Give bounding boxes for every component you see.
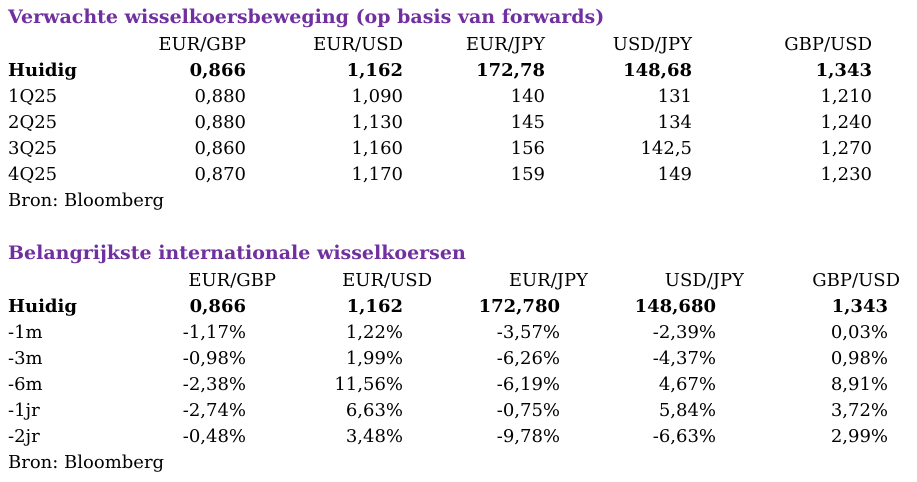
table-cell: 0,880: [194, 86, 246, 107]
header-cell-gbp-usd: GBP/USD: [784, 34, 872, 55]
table-cell: 1,343: [831, 296, 888, 317]
forwards-header-row: EUR/GBP EUR/USD EUR/JPY USD/JPY GBP/USD: [0, 32, 900, 58]
header-cell-usd-jpy: USD/JPY: [664, 270, 744, 291]
table-cell: 145: [510, 112, 545, 133]
table-cell: 3,48%: [345, 426, 403, 447]
row-label: 1Q25: [8, 86, 58, 107]
header-cell-eur-usd: EUR/USD: [342, 270, 432, 291]
header-cell-eur-jpy: EUR/JPY: [508, 270, 588, 291]
table-cell: 0,866: [189, 296, 246, 317]
rates-table: EUR/GBP EUR/USD EUR/JPY USD/JPY GBP/USD …: [0, 268, 900, 450]
table-cell: 149: [657, 164, 692, 185]
table-cell: -0,75%: [496, 400, 560, 421]
table-cell: -2,38%: [182, 374, 246, 395]
table-cell: 0,03%: [830, 322, 888, 343]
table-row: -2jr -0,48% 3,48% -9,78% -6,63% 2,99%: [0, 424, 900, 450]
table-row: -6m -2,38% 11,56% -6,19% 4,67% 8,91%: [0, 372, 900, 398]
table-cell: 1,210: [820, 86, 872, 107]
table-cell: -0,48%: [182, 426, 246, 447]
row-label: 3Q25: [8, 138, 58, 159]
row-label: Huidig: [8, 296, 77, 317]
table-cell: -9,78%: [496, 426, 560, 447]
forwards-source: Bron: Bloomberg: [8, 190, 165, 211]
table-cell: 0,98%: [830, 348, 888, 369]
table-cell: 159: [510, 164, 545, 185]
table-row: Huidig 0,866 1,162 172,780 148,680 1,343: [0, 294, 900, 320]
table-cell: 0,870: [194, 164, 246, 185]
table-cell: 140: [510, 86, 545, 107]
table-cell: -6,26%: [496, 348, 560, 369]
table-cell: 172,780: [478, 296, 560, 317]
header-cell: [0, 268, 120, 294]
header-cell-eur-jpy: EUR/JPY: [465, 34, 545, 55]
table-row: -3m -0,98% 1,99% -6,26% -4,37% 0,98%: [0, 346, 900, 372]
forwards-title: Verwachte wisselkoersbeweging (op basis …: [8, 6, 605, 28]
table-cell: 0,880: [194, 112, 246, 133]
header-cell-eur-gbp: EUR/GBP: [188, 270, 276, 291]
table-cell: 1,160: [351, 138, 403, 159]
table-cell: -4,37%: [652, 348, 716, 369]
row-label: -3m: [8, 348, 43, 369]
table-cell: 8,91%: [830, 374, 888, 395]
table-cell: -6,63%: [652, 426, 716, 447]
table-cell: 1,240: [820, 112, 872, 133]
table-row: 1Q25 0,880 1,090 140 131 1,210: [0, 84, 900, 110]
row-label: -1m: [8, 322, 43, 343]
table-cell: 3,72%: [830, 400, 888, 421]
table-row: 4Q25 0,870 1,170 159 149 1,230: [0, 162, 900, 188]
table-row: -1jr -2,74% 6,63% -0,75% 5,84% 3,72%: [0, 398, 900, 424]
table-cell: -3,57%: [496, 322, 560, 343]
row-label: -1jr: [8, 400, 40, 421]
table-cell: 11,56%: [334, 374, 403, 395]
table-cell: 131: [657, 86, 692, 107]
table-row: 2Q25 0,880 1,130 145 134 1,240: [0, 110, 900, 136]
table-cell: 156: [510, 138, 545, 159]
table-cell: 0,866: [189, 60, 246, 81]
table-cell: 134: [657, 112, 692, 133]
table-cell: 1,162: [346, 296, 403, 317]
table-cell: 2,99%: [830, 426, 888, 447]
header-cell: [0, 32, 120, 58]
header-cell-usd-jpy: USD/JPY: [612, 34, 692, 55]
row-label: 2Q25: [8, 112, 58, 133]
table-cell: 1,170: [351, 164, 403, 185]
table-row: Huidig 0,866 1,162 172,78 148,68 1,343: [0, 58, 900, 84]
header-cell-gbp-usd: GBP/USD: [812, 270, 900, 291]
table-row: 3Q25 0,860 1,160 156 142,5 1,270: [0, 136, 900, 162]
table-cell: 1,162: [346, 60, 403, 81]
rates-header-row: EUR/GBP EUR/USD EUR/JPY USD/JPY GBP/USD: [0, 268, 900, 294]
row-label: 4Q25: [8, 164, 58, 185]
rates-source: Bron: Bloomberg: [8, 452, 165, 473]
row-label: -6m: [8, 374, 43, 395]
table-cell: 142,5: [640, 138, 692, 159]
table-cell: 1,22%: [345, 322, 403, 343]
rates-title: Belangrijkste internationale wisselkoers…: [8, 242, 466, 264]
table-cell: -0,98%: [182, 348, 246, 369]
table-cell: 1,270: [820, 138, 872, 159]
forwards-table: EUR/GBP EUR/USD EUR/JPY USD/JPY GBP/USD …: [0, 32, 900, 188]
table-cell: 1,090: [351, 86, 403, 107]
table-cell: 148,68: [623, 60, 692, 81]
table-cell: 1,130: [351, 112, 403, 133]
header-cell-eur-usd: EUR/USD: [313, 34, 403, 55]
table-cell: 6,63%: [345, 400, 403, 421]
table-cell: 4,67%: [658, 374, 716, 395]
row-label: Huidig: [8, 60, 77, 81]
table-cell: 148,680: [634, 296, 716, 317]
row-label: -2jr: [8, 426, 40, 447]
table-cell: 172,78: [476, 60, 545, 81]
table-cell: -2,39%: [652, 322, 716, 343]
table-cell: 1,230: [820, 164, 872, 185]
table-cell: 1,343: [815, 60, 872, 81]
table-row: -1m -1,17% 1,22% -3,57% -2,39% 0,03%: [0, 320, 900, 346]
table-cell: -2,74%: [182, 400, 246, 421]
table-cell: -6,19%: [496, 374, 560, 395]
table-cell: 0,860: [194, 138, 246, 159]
table-cell: 1,99%: [345, 348, 403, 369]
table-cell: 5,84%: [658, 400, 716, 421]
table-cell: -1,17%: [182, 322, 246, 343]
header-cell-eur-gbp: EUR/GBP: [158, 34, 246, 55]
